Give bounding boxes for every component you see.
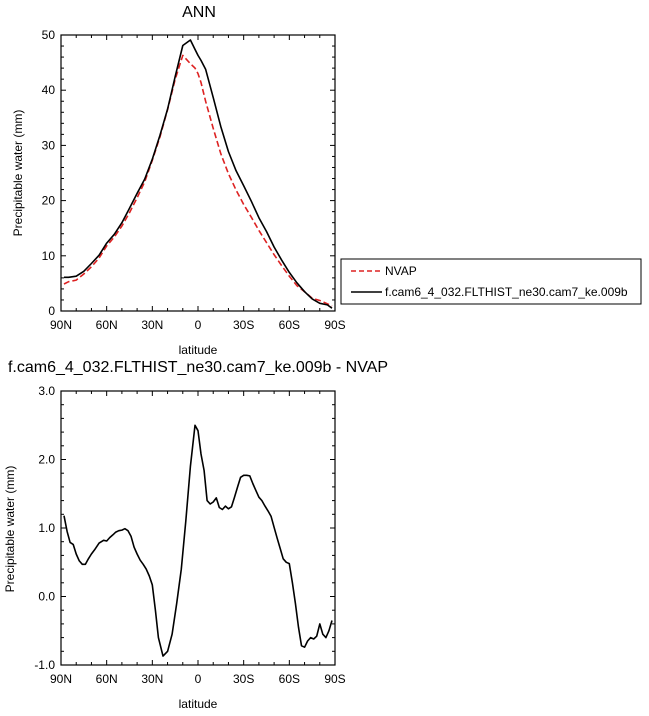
y-tick-label: 30 <box>42 138 56 152</box>
plot-frame-bottom <box>60 390 336 666</box>
chart-title-bottom: f.cam6_4_032.FLTHIST_ne30.cam7_ke.009b -… <box>8 359 388 376</box>
series-line-diff-0 <box>63 424 333 657</box>
plot-frame-top <box>60 34 336 312</box>
x-tick-label: 60N <box>96 672 118 686</box>
x-tick-label: 30S <box>233 318 254 332</box>
series-line-f-cam6-4-032-flthist-ne30-cam7-ke-009b <box>64 39 333 309</box>
x-tick-label: 90S <box>324 672 345 686</box>
series-line-nvap <box>63 54 333 307</box>
legend-box <box>340 258 642 305</box>
y-tick-label: 0.0 <box>38 590 55 604</box>
y-tick-label: 20 <box>42 194 56 208</box>
x-tick-label: 90S <box>324 318 345 332</box>
y-tick-label: 0 <box>48 304 55 318</box>
y-tick-label: 10 <box>42 249 56 263</box>
y-tick-label: 2.0 <box>38 453 55 467</box>
y-tick-label: -1.0 <box>34 658 55 672</box>
x-tick-label: 60S <box>279 672 300 686</box>
x-tick-label: 60N <box>96 318 118 332</box>
chart-title-top: ANN <box>182 4 216 21</box>
x-tick-label: 90N <box>50 672 72 686</box>
x-tick-label: 0 <box>195 672 202 686</box>
y-axis-label-bottom: Precipitable water (mm) <box>3 466 17 593</box>
x-tick-label: 90N <box>50 318 72 332</box>
x-axis-label-bottom: latitude <box>179 697 218 711</box>
x-tick-label: 30N <box>141 672 163 686</box>
x-axis-label-top: latitude <box>179 343 218 357</box>
y-axis-label-top: Precipitable water (mm) <box>11 110 25 237</box>
x-tick-label: 30N <box>141 318 163 332</box>
bottom-panel: f.cam6_4_032.FLTHIST_ne30.cam7_ke.009b -… <box>3 359 388 711</box>
x-tick-label: 30S <box>233 672 254 686</box>
y-tick-label: 1.0 <box>38 521 55 535</box>
x-tick-label: 60S <box>279 318 300 332</box>
legend-label-model: f.cam6_4_032.FLTHIST_ne30.cam7_ke.009b <box>385 285 628 299</box>
x-tick-label: 0 <box>195 318 202 332</box>
legend-label-nvap: NVAP <box>385 264 417 278</box>
y-tick-label: 40 <box>42 83 56 97</box>
top-panel: ANN 90N 60N 30N 0 30S 60S 90S 0 10 20 30 40 50 latit… <box>11 4 346 357</box>
y-tick-label: 50 <box>42 28 56 42</box>
y-tick-label: 3.0 <box>38 384 55 398</box>
legend: NVAP f.cam6_4_032.FLTHIST_ne30.cam7_ke.0… <box>340 258 642 305</box>
